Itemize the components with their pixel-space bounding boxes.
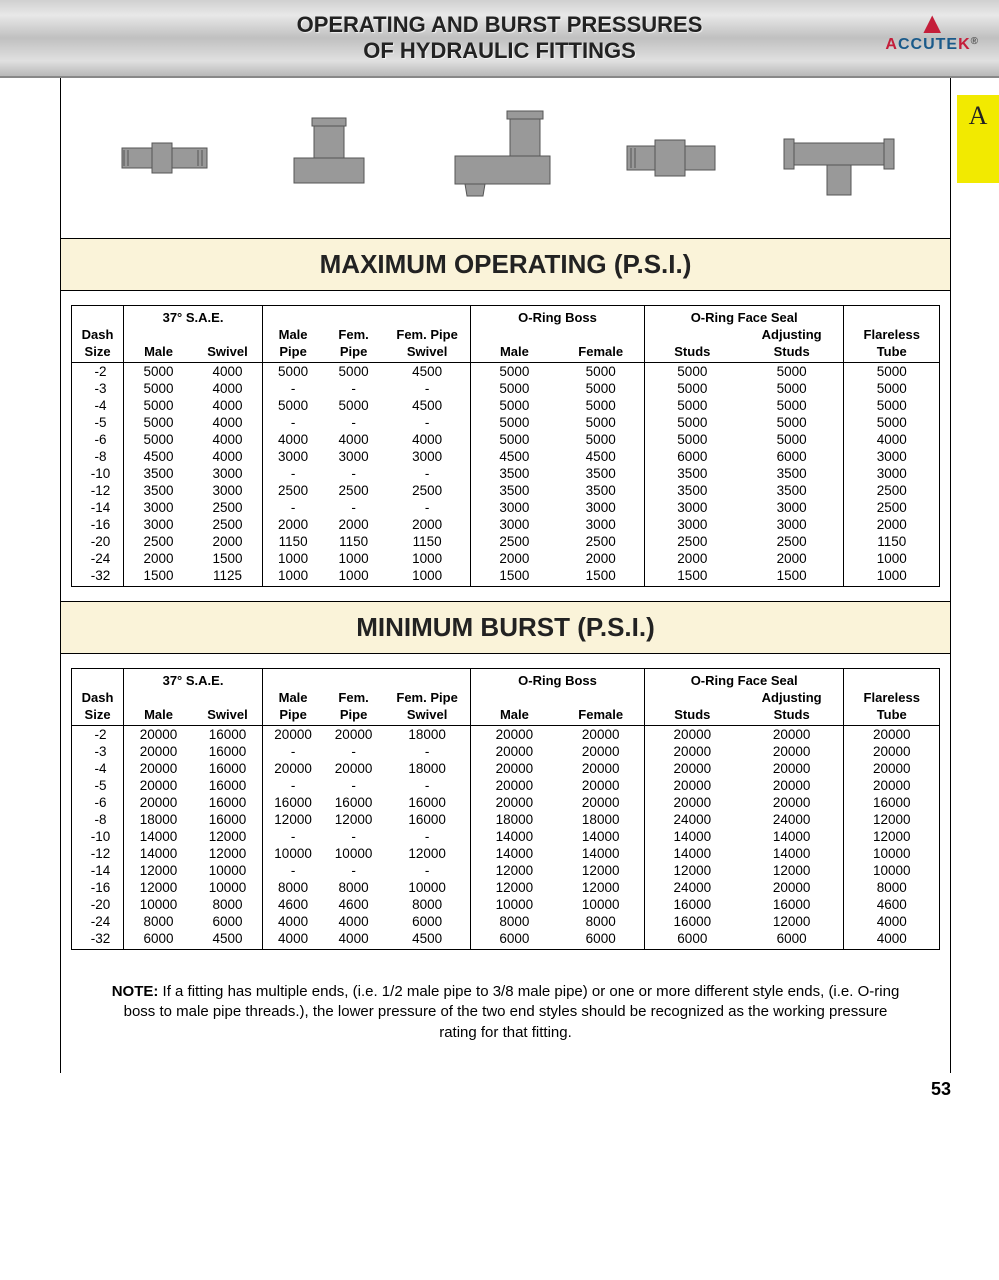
section-header-operating: MAXIMUM OPERATING (P.S.I.) <box>61 238 950 291</box>
title-line-1: OPERATING AND BURST PRESSURES <box>297 12 703 38</box>
page-title: OPERATING AND BURST PRESSURES OF HYDRAUL… <box>297 12 703 65</box>
fitting-image-1 <box>112 118 222 198</box>
logo-text: ACCUTEK® <box>885 36 979 54</box>
fitting-image-5 <box>779 113 899 203</box>
section-header-burst: MINIMUM BURST (P.S.I.) <box>61 601 950 654</box>
title-line-2: OF HYDRAULIC FITTINGS <box>297 38 703 64</box>
page-content: MAXIMUM OPERATING (P.S.I.) 37° S.A.E. O-… <box>60 78 951 1073</box>
note-text: If a fitting has multiple ends, (i.e. 1/… <box>124 983 900 1041</box>
burst-table-wrap: 37° S.A.E. O-Ring Boss O-Ring Face Seal … <box>61 654 950 964</box>
page-number: 53 <box>0 1073 999 1116</box>
logo-mark-icon: ▲ <box>885 12 979 36</box>
fitting-images-row <box>61 78 950 238</box>
header-bar: OPERATING AND BURST PRESSURES OF HYDRAUL… <box>0 0 999 78</box>
fitting-image-2 <box>274 113 384 203</box>
fitting-image-3 <box>435 108 565 208</box>
brand-logo: ▲ ACCUTEK® <box>885 12 979 54</box>
burst-table: 37° S.A.E. O-Ring Boss O-Ring Face Seal … <box>71 668 940 950</box>
section-tab: A <box>957 95 999 183</box>
fitting-image-4 <box>617 118 727 198</box>
section-tab-letter: A <box>969 101 988 131</box>
footnote: NOTE: If a fitting has multiple ends, (i… <box>61 964 950 1073</box>
operating-table: 37° S.A.E. O-Ring Boss O-Ring Face Seal … <box>71 305 940 587</box>
operating-table-wrap: 37° S.A.E. O-Ring Boss O-Ring Face Seal … <box>61 291 950 601</box>
note-label: NOTE: <box>112 983 159 1000</box>
